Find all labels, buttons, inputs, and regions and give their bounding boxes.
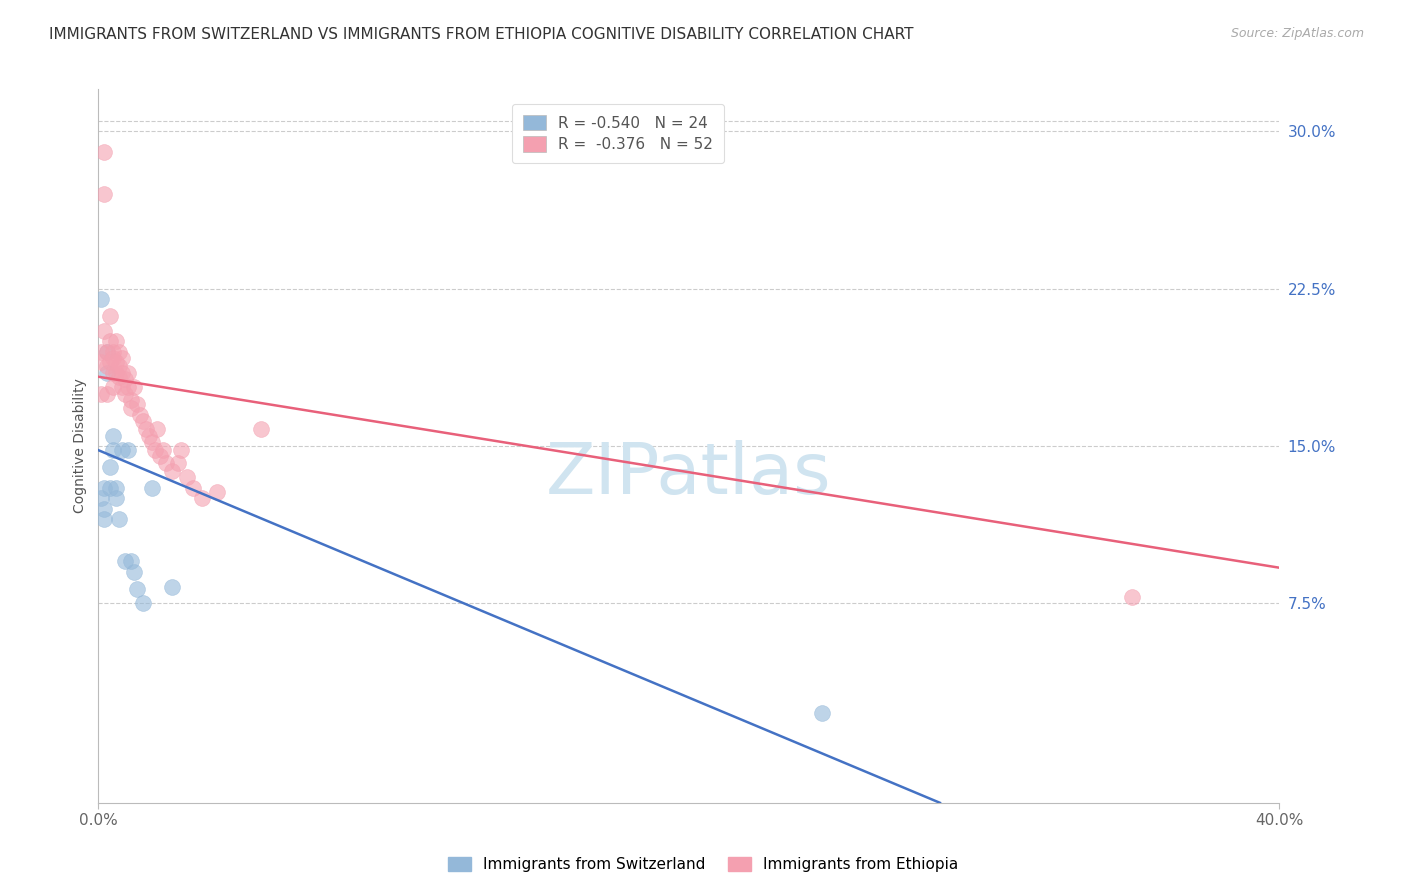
Point: [810, 706, 832, 720]
Point: [90, 344, 112, 359]
Point: [114, 386, 136, 401]
Point: [108, 512, 131, 526]
Point: [108, 369, 131, 384]
Point: [132, 414, 155, 428]
Text: ZIPatlas: ZIPatlas: [546, 440, 832, 509]
Point: [141, 434, 163, 449]
Point: [90, 491, 112, 506]
Point: [167, 456, 190, 470]
Point: [114, 372, 136, 386]
Point: [93, 481, 115, 495]
Point: [125, 397, 148, 411]
Point: [98, 309, 121, 323]
Text: Source: ZipAtlas.com: Source: ZipAtlas.com: [1230, 27, 1364, 40]
Point: [120, 401, 142, 416]
Point: [103, 366, 125, 380]
Point: [105, 334, 128, 348]
Point: [98, 334, 121, 348]
Point: [103, 443, 125, 458]
Point: [141, 481, 163, 495]
Point: [143, 443, 166, 458]
Point: [111, 380, 134, 394]
Point: [93, 324, 115, 338]
Point: [96, 359, 118, 374]
Point: [105, 491, 128, 506]
Point: [90, 292, 112, 306]
Point: [96, 386, 118, 401]
Point: [128, 408, 150, 422]
Point: [122, 565, 145, 579]
Point: [108, 359, 131, 374]
Point: [132, 596, 155, 610]
Point: [96, 344, 118, 359]
Point: [111, 351, 134, 365]
Point: [105, 366, 128, 380]
Y-axis label: Cognitive Disability: Cognitive Disability: [73, 378, 87, 514]
Point: [111, 443, 134, 458]
Point: [117, 380, 139, 394]
Point: [117, 366, 139, 380]
Point: [93, 502, 115, 516]
Legend: Immigrants from Switzerland, Immigrants from Ethiopia: Immigrants from Switzerland, Immigrants …: [440, 849, 966, 880]
Point: [181, 481, 204, 495]
Point: [90, 355, 112, 369]
Point: [98, 481, 121, 495]
Point: [125, 582, 148, 596]
Point: [98, 355, 121, 369]
Point: [93, 187, 115, 202]
Text: IMMIGRANTS FROM SWITZERLAND VS IMMIGRANTS FROM ETHIOPIA COGNITIVE DISABILITY COR: IMMIGRANTS FROM SWITZERLAND VS IMMIGRANT…: [49, 27, 914, 42]
Point: [105, 355, 128, 369]
Point: [103, 380, 125, 394]
Point: [1121, 590, 1143, 604]
Point: [155, 456, 177, 470]
Point: [191, 491, 214, 506]
Point: [96, 366, 118, 380]
Point: [138, 428, 160, 442]
Point: [98, 460, 121, 475]
Point: [93, 145, 115, 160]
Point: [90, 386, 112, 401]
Point: [96, 344, 118, 359]
Point: [149, 450, 172, 464]
Legend: R = -0.540   N = 24, R =  -0.376   N = 52: R = -0.540 N = 24, R = -0.376 N = 52: [512, 104, 724, 162]
Point: [152, 443, 174, 458]
Point: [250, 422, 273, 436]
Point: [122, 380, 145, 394]
Point: [103, 344, 125, 359]
Point: [135, 422, 157, 436]
Point: [176, 470, 198, 484]
Point: [103, 351, 125, 365]
Point: [162, 580, 183, 594]
Point: [105, 481, 128, 495]
Point: [103, 428, 125, 442]
Point: [117, 443, 139, 458]
Point: [170, 443, 193, 458]
Point: [120, 554, 142, 568]
Point: [114, 554, 136, 568]
Point: [108, 344, 131, 359]
Point: [111, 366, 134, 380]
Point: [162, 464, 183, 478]
Point: [93, 512, 115, 526]
Point: [120, 392, 142, 407]
Point: [146, 422, 169, 436]
Point: [205, 485, 228, 500]
